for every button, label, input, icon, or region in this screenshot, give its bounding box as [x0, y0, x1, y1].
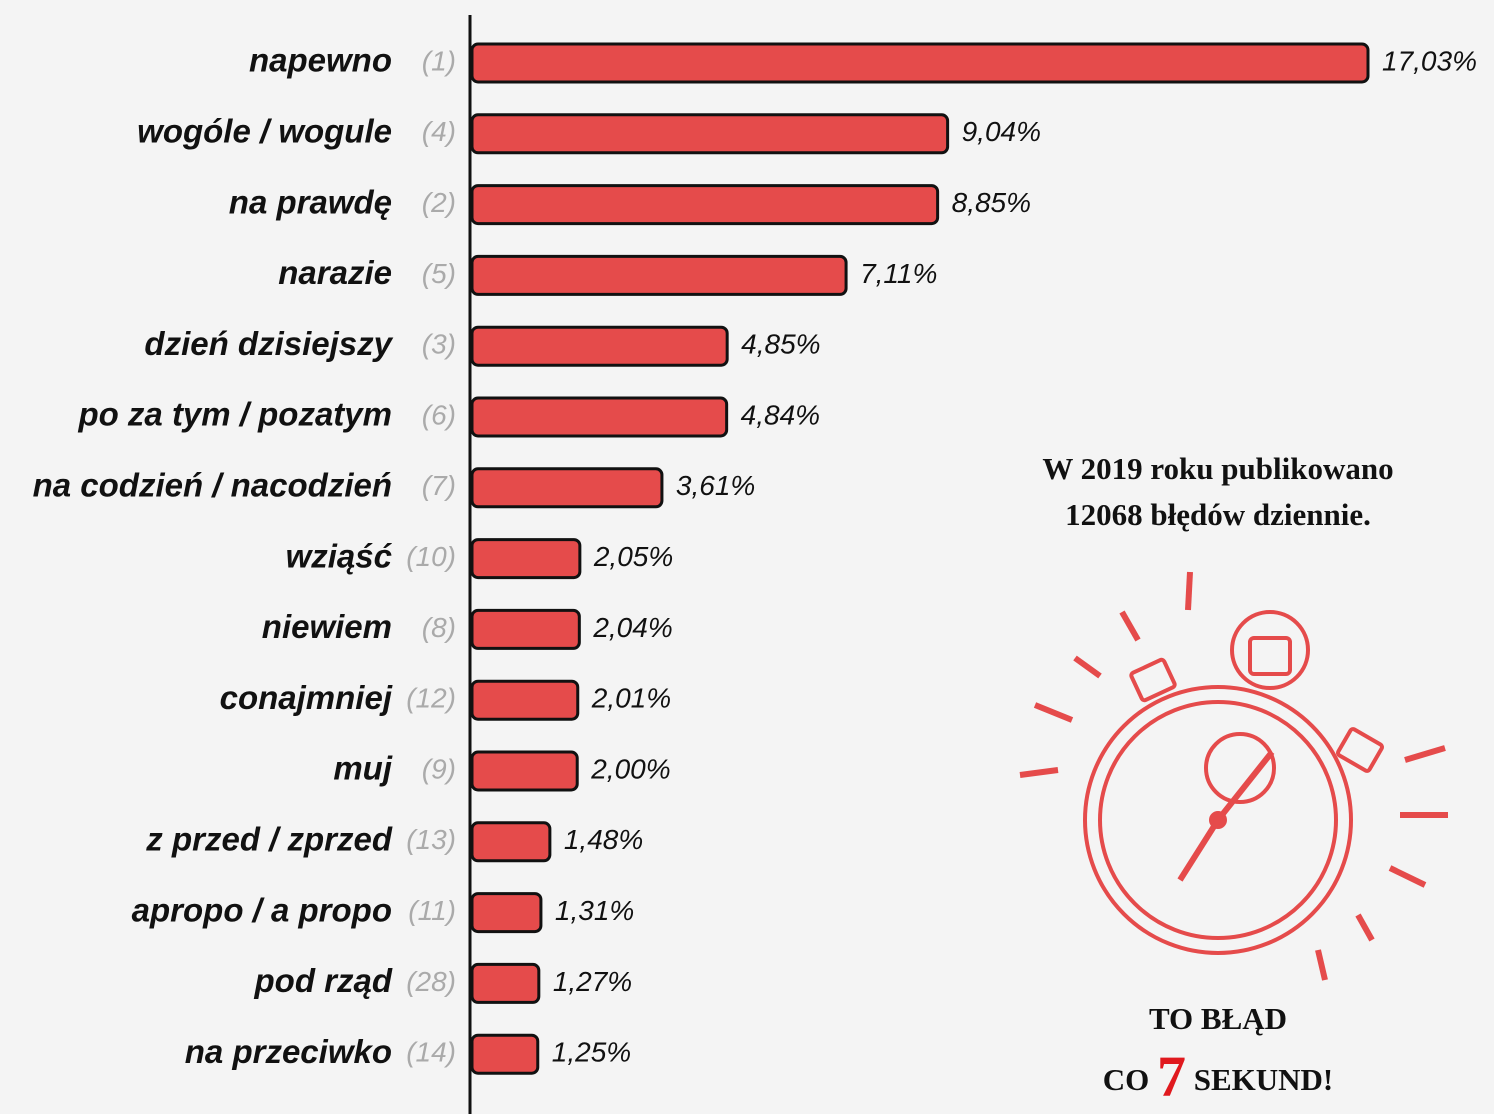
bar: [470, 821, 552, 863]
bar: [470, 467, 664, 509]
category-rank: (11): [408, 895, 456, 926]
category-label: wziąść: [286, 537, 393, 574]
category-label: muj: [333, 750, 393, 787]
value-label: 2,01%: [591, 683, 671, 714]
bar: [470, 396, 729, 438]
bar: [470, 679, 580, 721]
category-label: pod rząd: [254, 962, 393, 999]
value-label: 8,85%: [952, 187, 1031, 218]
category-rank: (13): [406, 824, 456, 855]
category-label: dzień dzisiejszy: [144, 325, 393, 362]
bar: [470, 254, 848, 296]
category-rank: (3): [422, 329, 456, 360]
category-rank: (1): [422, 45, 456, 76]
value-label: 2,05%: [593, 541, 673, 572]
category-label: wogóle / wogule: [137, 113, 392, 150]
bar: [470, 184, 940, 226]
value-label: 1,27%: [553, 966, 632, 997]
value-label: 7,11%: [860, 258, 937, 289]
value-label: 1,25%: [552, 1037, 631, 1068]
note-line: W 2019 roku publikowano: [1042, 451, 1393, 486]
category-label: na codzień / nacodzień: [33, 467, 392, 504]
category-label: narazie: [278, 254, 392, 291]
value-label: 9,04%: [962, 116, 1041, 147]
value-label: 17,03%: [1382, 45, 1477, 76]
category-rank: (10): [406, 541, 456, 572]
bar: [470, 113, 950, 155]
category-label: po za tym / pozatym: [77, 396, 392, 433]
category-label: napewno: [249, 42, 392, 79]
stopwatch-icon: [1019, 571, 1448, 981]
callout-line: TO BŁĄD: [1149, 1001, 1287, 1036]
value-label: 1,48%: [564, 824, 643, 855]
category-rank: (14): [406, 1037, 456, 1068]
bar: [470, 750, 579, 792]
category-rank: (12): [406, 683, 456, 714]
category-rank: (7): [422, 470, 456, 501]
bar: [470, 1033, 540, 1075]
value-label: 4,84%: [741, 399, 820, 430]
category-label: na prawdę: [229, 183, 392, 220]
bar: [470, 325, 729, 367]
callout-line: CO 7 SEKUND!: [1103, 1044, 1334, 1109]
category-rank: (8): [422, 612, 456, 643]
bar: [470, 608, 581, 650]
bar: [470, 892, 543, 934]
value-label: 3,61%: [676, 470, 755, 501]
category-label: na przeciwko: [185, 1033, 392, 1070]
category-rank: (5): [422, 258, 456, 289]
callout-number: 7: [1157, 1044, 1186, 1109]
bar: [470, 538, 582, 580]
callout-text: SEKUND!: [1194, 1062, 1334, 1097]
value-label: 2,04%: [592, 612, 672, 643]
value-label: 4,85%: [741, 329, 820, 360]
category-rank: (6): [422, 399, 456, 430]
category-rank: (9): [422, 753, 456, 784]
category-label: z przed / zprzed: [145, 821, 393, 858]
category-rank: (4): [422, 116, 456, 147]
value-label: 2,00%: [590, 753, 670, 784]
bar: [470, 962, 541, 1004]
value-label: 1,31%: [555, 895, 634, 926]
category-label: conajmniej: [220, 679, 393, 716]
callout-text: CO: [1103, 1062, 1150, 1097]
category-label: apropo / a propo: [132, 891, 392, 928]
category-label: niewiem: [262, 608, 392, 645]
bar: [470, 42, 1370, 84]
note-line: 12068 błędów dziennie.: [1065, 497, 1371, 532]
category-rank: (28): [406, 966, 456, 997]
category-rank: (2): [422, 187, 456, 218]
